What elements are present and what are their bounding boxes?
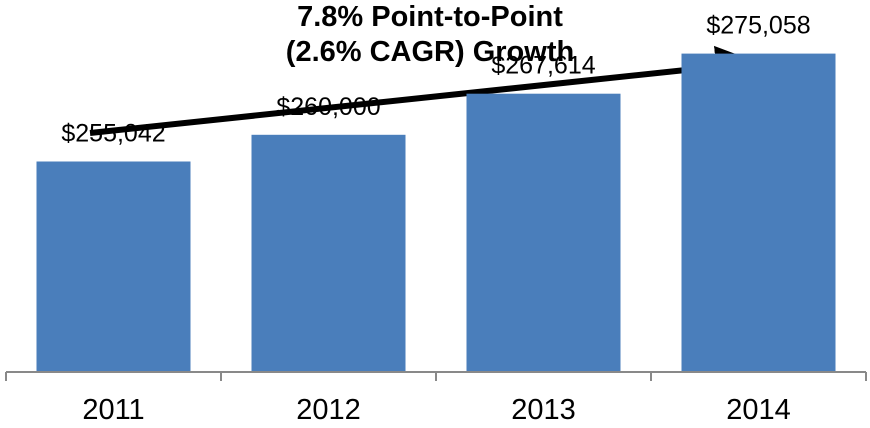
bar-2011 bbox=[36, 161, 191, 372]
bar-2012 bbox=[251, 134, 406, 372]
value-label-2013: $267,614 bbox=[491, 52, 595, 80]
bar-2013 bbox=[466, 93, 621, 372]
chart-title-line-1: 7.8% Point-to-Point bbox=[297, 1, 563, 33]
chart-title-line-2: (2.6% CAGR) Growth bbox=[285, 36, 575, 68]
bar-2014 bbox=[681, 53, 836, 372]
value-label-2014: $275,058 bbox=[706, 12, 810, 40]
x-tick-label-2012: 2012 bbox=[296, 394, 361, 426]
x-tick-label-2014: 2014 bbox=[726, 394, 791, 426]
value-label-2012: $260,000 bbox=[276, 93, 380, 121]
trend-arrow bbox=[89, 45, 758, 136]
x-tick-label-2011: 2011 bbox=[82, 394, 144, 426]
x-tick-label-2013: 2013 bbox=[511, 394, 576, 426]
value-label-2011: $255,042 bbox=[61, 120, 165, 148]
